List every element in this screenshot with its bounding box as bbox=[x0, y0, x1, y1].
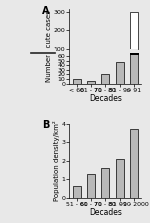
Bar bbox=[116, 159, 124, 198]
Bar bbox=[130, 129, 138, 198]
Bar bbox=[87, 81, 95, 84]
Bar bbox=[130, 49, 138, 54]
Bar bbox=[30, 49, 55, 54]
Bar bbox=[130, 54, 138, 84]
Bar bbox=[101, 168, 109, 198]
Y-axis label: Population density/km²: Population density/km² bbox=[53, 120, 60, 201]
Bar bbox=[130, 12, 138, 49]
Bar bbox=[101, 74, 109, 84]
Text: B: B bbox=[42, 120, 50, 130]
X-axis label: Decades: Decades bbox=[89, 209, 122, 217]
X-axis label: Decades: Decades bbox=[89, 94, 122, 103]
Bar bbox=[73, 79, 81, 84]
Text: A: A bbox=[42, 6, 50, 16]
Bar bbox=[73, 186, 81, 198]
Y-axis label: Number acute cases: Number acute cases bbox=[46, 11, 52, 83]
Bar bbox=[116, 62, 124, 84]
Bar bbox=[87, 174, 95, 198]
